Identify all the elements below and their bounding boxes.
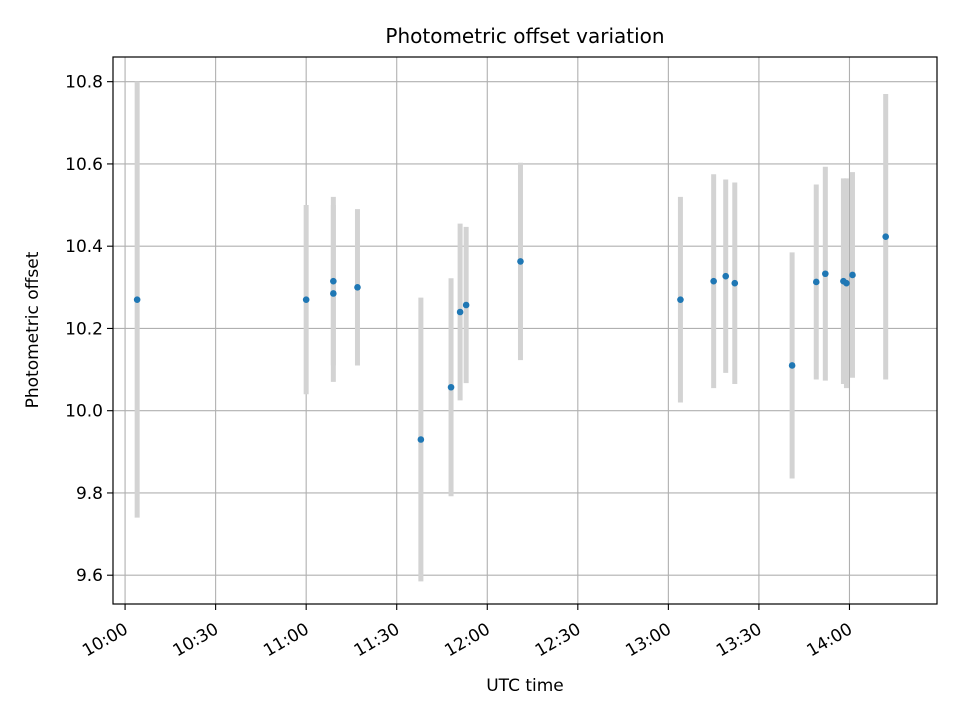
y-tick-label: 10.8 [65, 73, 103, 93]
data-point [133, 296, 141, 303]
x-axis-label: UTC time [486, 676, 564, 696]
data-point [722, 272, 730, 280]
y-tick-label: 10.2 [65, 319, 103, 339]
data-point [354, 284, 361, 291]
data-point [788, 362, 796, 369]
y-axis-label: Photometric offset [23, 251, 43, 408]
y-tick-label: 10.4 [65, 237, 103, 257]
y-tick-label: 9.8 [76, 484, 103, 504]
data-point [302, 296, 310, 303]
data-point [462, 301, 470, 309]
data-point [330, 290, 337, 297]
y-tick-label: 10.0 [65, 402, 103, 422]
data-point [731, 279, 739, 287]
data-point [882, 233, 889, 241]
data-point [417, 436, 425, 443]
data-point [447, 383, 455, 391]
data-point [517, 258, 524, 265]
data-point [456, 308, 464, 316]
grid [113, 57, 937, 604]
chart-title: Photometric offset variation [385, 24, 664, 48]
data-point [843, 279, 850, 287]
plot-frame [112, 56, 938, 605]
y-axis: 9.6 9.8 10.0 10.2 10.4 10.6 10.8 [65, 73, 113, 586]
data-point [849, 271, 856, 279]
data-point [822, 270, 829, 278]
data-point [812, 278, 820, 286]
y-tick-label: 10.6 [65, 155, 103, 175]
data-points [133, 233, 889, 443]
data-point [677, 296, 684, 303]
data-point [710, 277, 717, 285]
data-point [330, 277, 337, 285]
y-tick-label: 9.6 [76, 566, 103, 586]
